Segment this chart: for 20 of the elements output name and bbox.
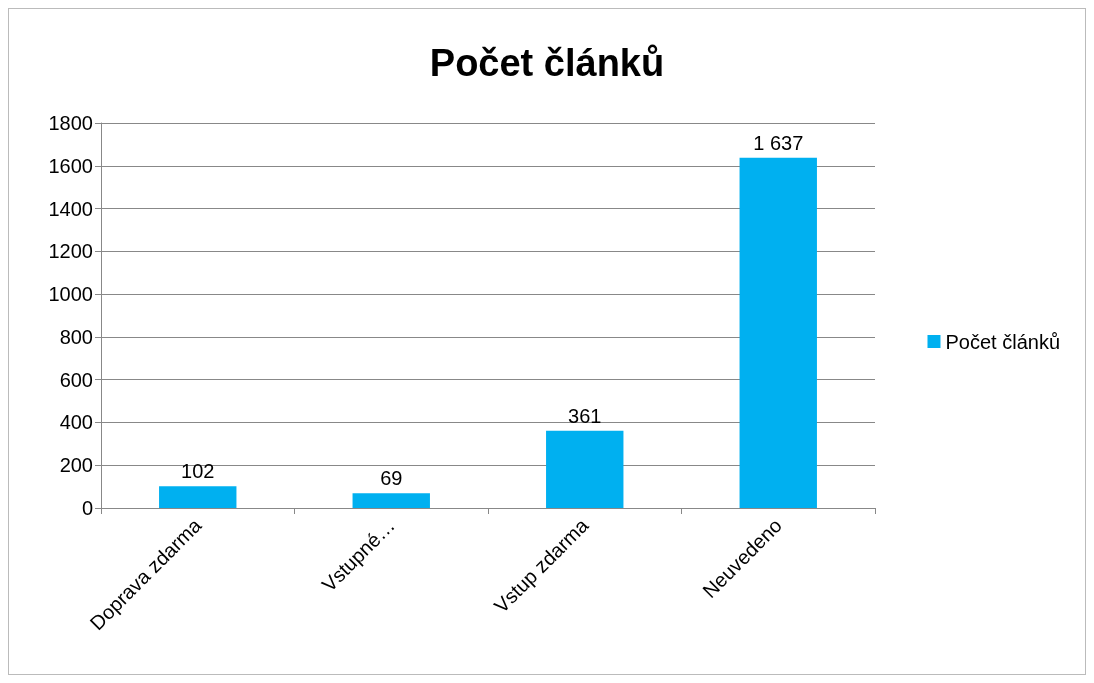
bar [739, 157, 817, 508]
y-tick-label: 1600 [48, 154, 93, 177]
y-tick-label: 1200 [48, 240, 93, 263]
y-tick-label: 800 [59, 325, 93, 348]
chart-title: Počet článků [429, 42, 665, 84]
data-label: 1 637 [753, 131, 804, 154]
y-tick-label: 1000 [48, 283, 93, 306]
y-tick-label: 400 [59, 411, 93, 434]
bar [352, 493, 430, 508]
bar [546, 430, 624, 508]
y-tick-label: 1400 [48, 197, 93, 220]
data-label: 69 [380, 467, 403, 490]
legend-label: Počet článků [945, 330, 1060, 353]
y-tick-label: 600 [59, 368, 93, 391]
data-label: 361 [568, 404, 602, 427]
y-tick-label: 200 [59, 454, 93, 477]
y-tick-label: 1800 [48, 112, 93, 134]
bar [159, 486, 237, 508]
y-tick-label: 0 [81, 497, 93, 519]
data-label: 102 [181, 460, 215, 483]
